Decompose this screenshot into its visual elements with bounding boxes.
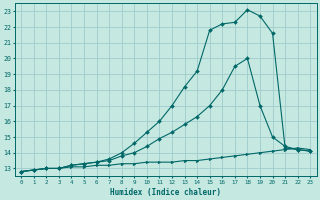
X-axis label: Humidex (Indice chaleur): Humidex (Indice chaleur) (110, 188, 221, 197)
